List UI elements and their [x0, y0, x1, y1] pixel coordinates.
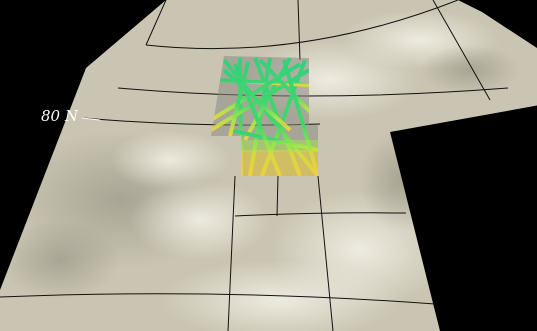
swath-high-values: [241, 140, 318, 176]
latitude-label: 80 N: [41, 107, 78, 125]
data-swath[interactable]: [211, 56, 318, 176]
